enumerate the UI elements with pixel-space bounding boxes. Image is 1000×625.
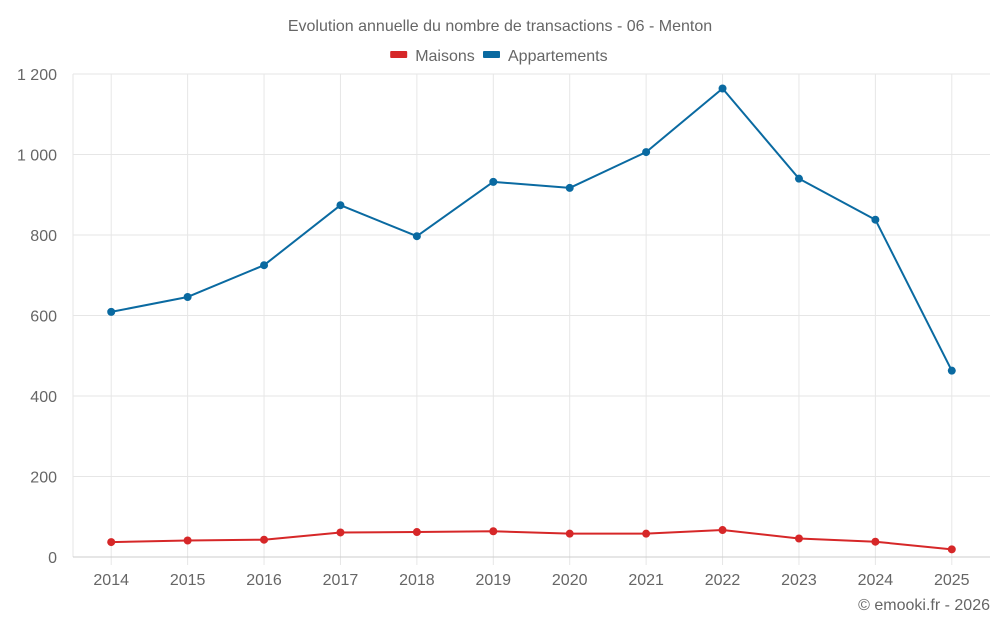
data-point[interactable] [412,528,421,537]
series-line [111,529,952,551]
x-tick-label: 2021 [628,572,664,589]
y-tick-label: 200 [30,470,57,487]
data-point[interactable] [183,292,192,301]
x-axis: 2014 2015 2016 2017 2018 2019 2020 2021 2022 2023… [73,556,990,589]
x-tick-label: 2025 [934,572,970,589]
data-point[interactable] [642,148,651,157]
y-tick-label: 400 [30,389,57,406]
data-point[interactable] [871,215,880,224]
legend-item-maisons[interactable]: Maisons [390,48,475,65]
y-tick-label: 1 200 [17,67,57,84]
gridlines [72,73,990,557]
data-point[interactable] [718,84,727,93]
x-tick-label: 2023 [781,572,817,589]
data-point[interactable] [489,527,498,536]
credit-text: © emooki.fr - 2026 [858,597,990,614]
x-tick-label: 2015 [170,572,206,589]
y-tick-label: 1 000 [17,148,57,165]
data-point[interactable] [260,261,269,270]
data-point[interactable] [794,534,803,543]
y-tick-label: 800 [30,228,57,245]
data-point[interactable] [412,232,421,241]
series-appartements [107,84,956,375]
legend-label: Appartements [508,48,608,65]
y-tick-label: 0 [48,550,57,567]
data-point[interactable] [107,538,116,547]
series-group [107,84,956,554]
data-point[interactable] [260,535,269,544]
x-tick-label: 2016 [246,572,282,589]
data-point[interactable] [565,183,574,192]
x-tick-label: 2014 [93,572,129,589]
legend-item-appartements[interactable]: Appartements [483,48,608,65]
legend-swatch [390,51,408,58]
series-line [111,87,953,372]
data-point[interactable] [336,201,345,210]
chart-title: Evolution annuelle du nombre de transact… [288,18,712,35]
data-point[interactable] [871,537,880,546]
data-point[interactable] [489,177,498,186]
legend-label: Maisons [415,48,475,65]
data-point[interactable] [718,526,727,535]
x-tick-label: 2024 [858,572,894,589]
data-point[interactable] [947,366,956,375]
x-tick-label: 2022 [705,572,741,589]
data-point[interactable] [183,536,192,545]
y-tick-label: 600 [30,309,57,326]
data-point[interactable] [794,174,803,183]
x-tick-label: 2020 [552,572,588,589]
legend: Maisons Appartements [390,48,608,65]
y-axis: 0 200 400 600 800 1 000 1 200 [17,67,57,567]
data-point[interactable] [107,307,116,316]
x-tick-label: 2018 [399,572,435,589]
data-point[interactable] [947,545,956,554]
x-tick-label: 2019 [475,572,511,589]
data-point[interactable] [336,528,345,537]
series-maisons [107,526,956,554]
legend-swatch [483,51,500,58]
x-tick-label: 2017 [323,572,359,589]
data-point[interactable] [642,529,651,538]
data-point[interactable] [565,529,574,538]
